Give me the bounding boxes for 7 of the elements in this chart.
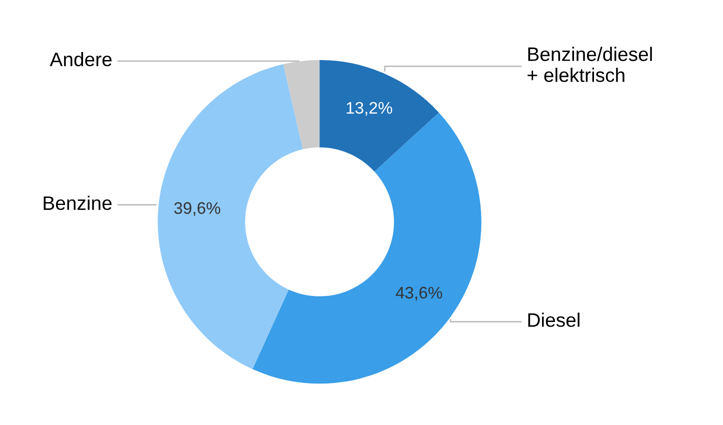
data-label: 13,2%: [346, 102, 392, 116]
data-label: 43,6%: [396, 286, 442, 301]
data-label: 39,6%: [174, 202, 220, 216]
slice-label: Benzine/diesel + elektrisch: [528, 46, 652, 82]
slice-label: Benzine: [44, 196, 112, 210]
slice-label: Andere: [50, 52, 112, 66]
slice-label: Diesel: [528, 312, 580, 327]
